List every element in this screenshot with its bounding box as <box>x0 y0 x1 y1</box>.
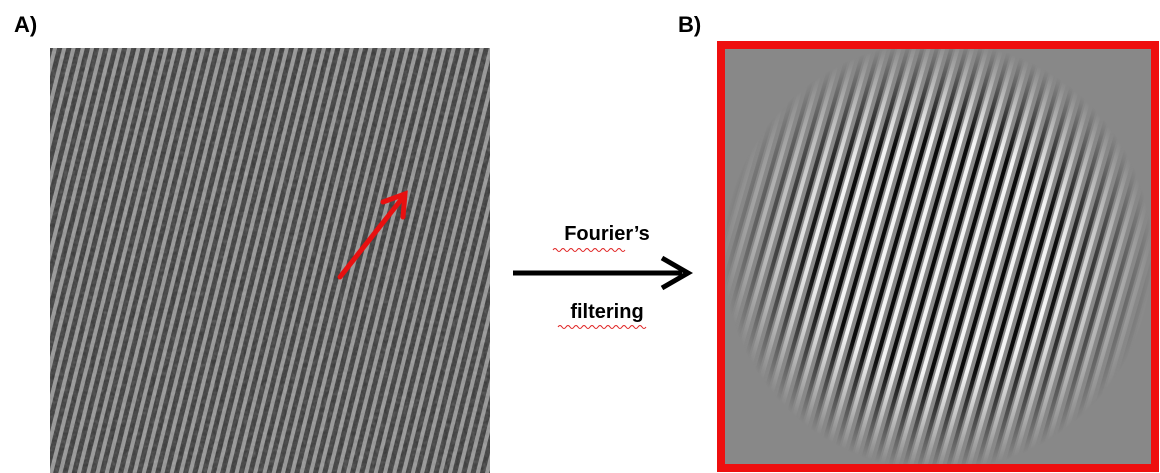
micrograph <box>50 48 490 473</box>
figure: A) B) Fourier’s filtering <box>0 0 1160 473</box>
arrow-caption: filtering <box>570 301 643 323</box>
spell-underline <box>553 249 625 252</box>
panel-label: B) <box>678 12 701 37</box>
spell-underline <box>558 326 646 329</box>
filtered-image <box>721 45 1155 468</box>
panel-label: A) <box>14 12 37 37</box>
arrow-caption: Fourier’s <box>564 223 650 245</box>
